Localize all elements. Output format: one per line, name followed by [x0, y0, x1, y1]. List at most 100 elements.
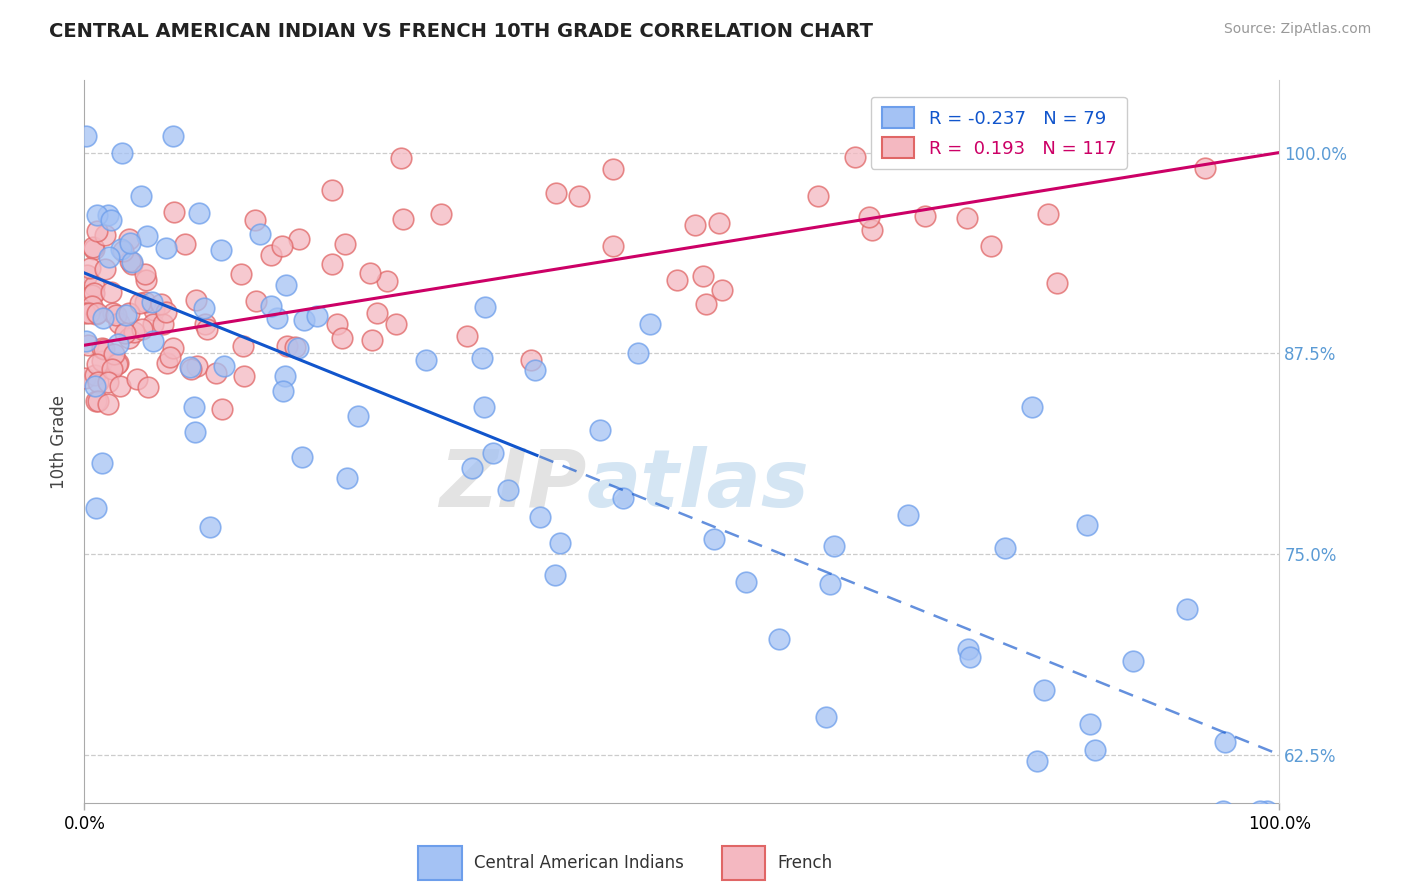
Point — [209, 243, 232, 257]
Point — [366, 306, 388, 320]
Point — [105, 357, 128, 371]
Point — [179, 359, 201, 374]
Point — [193, 301, 215, 315]
Y-axis label: 10th Grade: 10th Grade — [51, 394, 69, 489]
Point — [98, 250, 121, 264]
Point — [180, 361, 202, 376]
Point — [83, 368, 105, 382]
Point — [695, 296, 717, 310]
Point — [107, 356, 129, 370]
Point — [568, 188, 591, 202]
Point — [135, 229, 157, 244]
Point — [1033, 683, 1056, 698]
Point — [1084, 742, 1107, 756]
Text: Central American Indians: Central American Indians — [474, 854, 683, 872]
Point — [86, 500, 108, 515]
Point — [288, 232, 311, 246]
Point — [666, 272, 689, 286]
Point — [391, 211, 413, 226]
Point — [134, 295, 156, 310]
Point — [128, 296, 150, 310]
Point — [335, 237, 357, 252]
Point — [332, 331, 354, 345]
Point — [460, 461, 482, 475]
Point — [602, 238, 624, 252]
Point — [186, 359, 208, 373]
Point — [83, 286, 105, 301]
Point — [83, 379, 105, 393]
Point — [184, 425, 207, 440]
Point — [271, 384, 294, 398]
Point — [858, 211, 880, 225]
Point — [860, 223, 883, 237]
Point — [1194, 161, 1216, 175]
Point — [956, 642, 979, 657]
Point — [125, 372, 148, 386]
Point — [107, 336, 129, 351]
Point — [321, 257, 343, 271]
Point — [692, 268, 714, 283]
Point — [174, 236, 197, 251]
Text: atlas: atlas — [586, 446, 808, 524]
Point — [1007, 143, 1029, 157]
Point — [602, 161, 624, 176]
Point — [77, 305, 100, 319]
Point — [471, 351, 494, 366]
Point — [122, 325, 145, 339]
Point — [807, 189, 830, 203]
Point — [73, 371, 96, 385]
Point — [205, 367, 228, 381]
Point — [97, 208, 120, 222]
Point — [1021, 400, 1043, 414]
Point — [86, 224, 108, 238]
Point — [77, 338, 100, 352]
Point — [389, 151, 412, 165]
Point — [326, 317, 349, 331]
Text: ZIP: ZIP — [439, 446, 586, 524]
Point — [243, 213, 266, 227]
Point — [245, 294, 267, 309]
Point — [155, 305, 177, 319]
Point — [1256, 804, 1278, 818]
Point — [273, 369, 295, 384]
Point — [1212, 804, 1234, 818]
Point — [100, 213, 122, 227]
Point — [141, 295, 163, 310]
Point — [1036, 207, 1059, 221]
Point — [83, 279, 105, 293]
Point — [97, 397, 120, 411]
Point — [990, 126, 1012, 140]
Point — [131, 322, 153, 336]
Point — [703, 533, 725, 547]
Point — [710, 283, 733, 297]
Point — [914, 209, 936, 223]
Point — [115, 308, 138, 322]
Point — [229, 267, 252, 281]
Point — [86, 357, 108, 371]
Point — [546, 186, 568, 200]
Point — [114, 326, 136, 341]
Point — [360, 334, 382, 348]
Point — [496, 483, 519, 497]
Text: Source: ZipAtlas.com: Source: ZipAtlas.com — [1223, 22, 1371, 37]
Point — [482, 446, 505, 460]
Point — [155, 241, 177, 255]
Point — [194, 317, 217, 331]
Point — [129, 188, 152, 202]
Point — [638, 317, 661, 331]
Point — [347, 409, 370, 424]
Point — [249, 227, 271, 241]
Point — [136, 380, 159, 394]
Legend: R = -0.237   N = 79, R =  0.193   N = 117: R = -0.237 N = 79, R = 0.193 N = 117 — [870, 96, 1128, 169]
Point — [1078, 717, 1101, 731]
Point — [97, 376, 120, 390]
Point — [1046, 276, 1069, 290]
Point — [73, 306, 96, 320]
Point — [1175, 602, 1198, 616]
Point — [375, 274, 398, 288]
Point — [266, 311, 288, 326]
Point — [159, 350, 181, 364]
Point — [162, 341, 184, 355]
Point — [93, 342, 115, 356]
Point — [93, 228, 115, 243]
